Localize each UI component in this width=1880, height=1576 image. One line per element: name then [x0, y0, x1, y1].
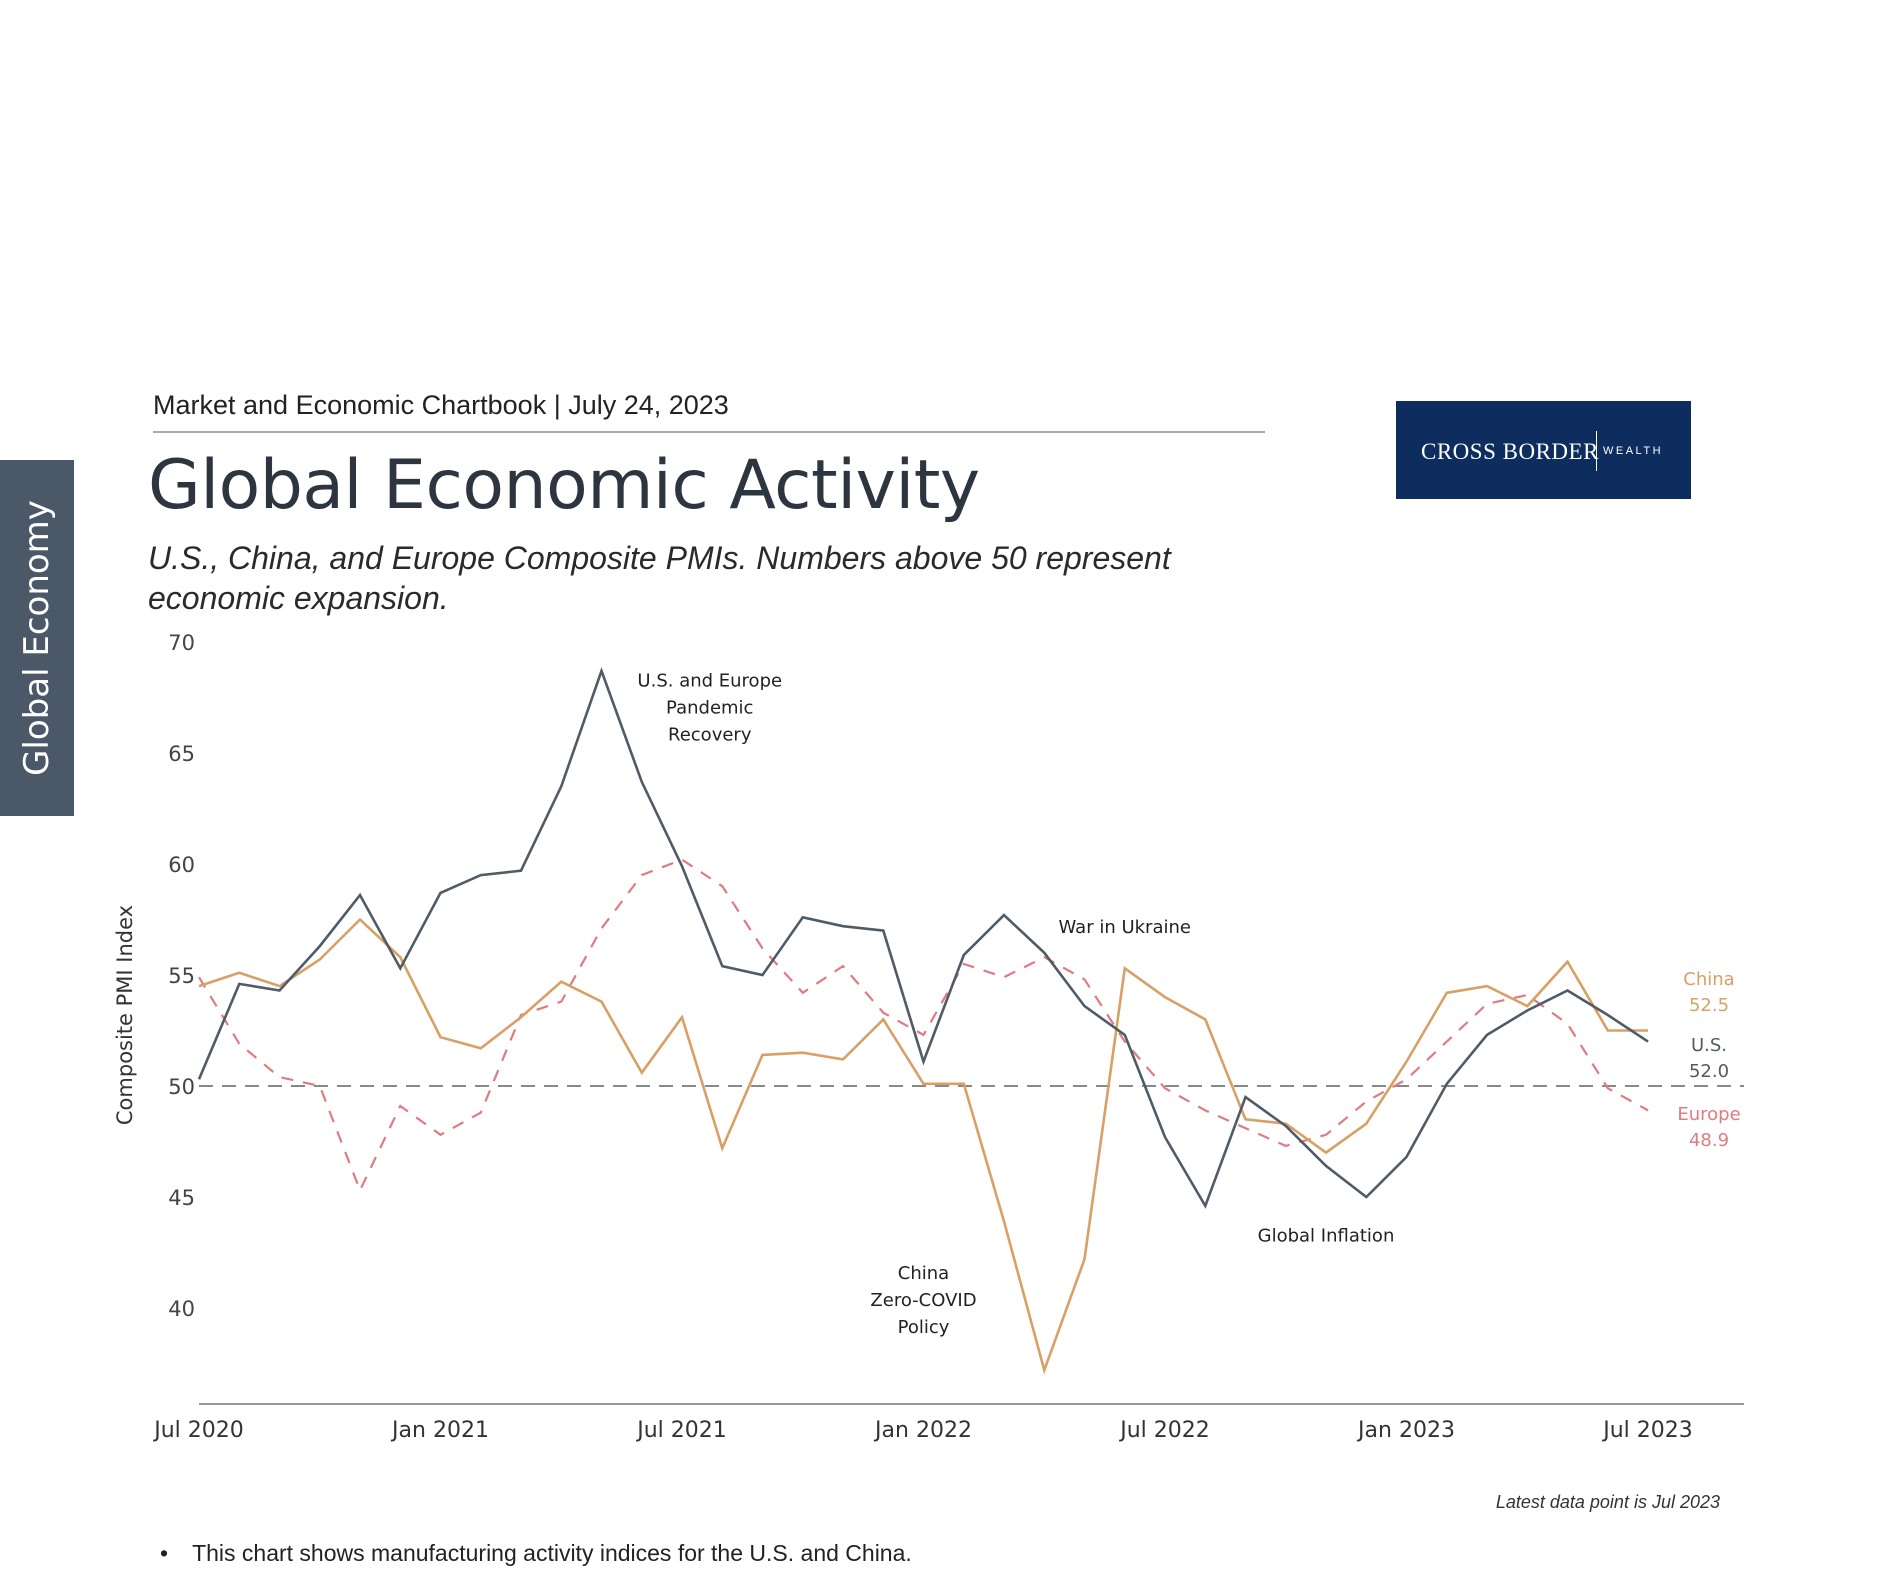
y-tick-label: 60: [168, 853, 195, 877]
y-tick-label: 65: [168, 742, 195, 766]
bullet-note: • This chart shows manufacturing activity…: [160, 1540, 912, 1567]
y-tick-label: 70: [168, 631, 195, 655]
end-label-value-us: 52.0: [1689, 1061, 1729, 1082]
y-tick-label: 55: [168, 964, 195, 988]
pmi-line-chart: Composite PMI Index 40 45 50 55 60 65 70 Jul 202…: [113, 631, 1744, 1443]
chart-annotation: U.S. and Europe: [637, 670, 782, 691]
y-tick-label: 40: [168, 1297, 195, 1321]
header-divider: [153, 431, 1265, 433]
x-tick-label: Jul 2022: [1118, 1418, 1210, 1443]
x-tick-label: Jan 2023: [1356, 1418, 1455, 1443]
end-label-name-europe: Europe: [1677, 1104, 1740, 1125]
logo-main-text: CROSS BORDER: [1421, 439, 1599, 464]
bullet-text: This chart shows manufacturing activity …: [192, 1540, 912, 1566]
y-axis-title: Composite PMI Index: [113, 905, 137, 1125]
chart-annotation: Global Inflation: [1258, 1225, 1395, 1246]
chartbook-header: Market and Economic Chartbook | July 24,…: [153, 390, 729, 420]
end-label-name-china: China: [1683, 969, 1734, 990]
x-tick-label: Jan 2021: [390, 1418, 489, 1443]
logo-sub-text: WEALTH: [1603, 445, 1664, 457]
chart-annotation: Pandemic: [666, 697, 753, 718]
page-subtitle: U.S., China, and Europe Composite PMIs. …: [148, 540, 1171, 616]
logo-divider: [1596, 431, 1597, 471]
chart-annotation: Zero-COVID: [870, 1290, 976, 1311]
bullet-dot: •: [160, 1540, 169, 1566]
chart-annotation: China: [898, 1263, 949, 1284]
series-line-china: [198, 917, 1648, 1375]
chart-annotation: Policy: [898, 1317, 950, 1338]
series-line-us: [197, 667, 1649, 1209]
y-tick-label: 45: [168, 1186, 195, 1210]
x-tick-label: Jul 2023: [1601, 1418, 1693, 1443]
end-label-value-europe: 48.9: [1689, 1130, 1729, 1151]
x-tick-label: Jan 2022: [873, 1418, 972, 1443]
chart-annotation: Recovery: [668, 724, 752, 745]
series-line-europe: [198, 858, 1649, 1194]
x-tick-label: Jul 2021: [635, 1418, 727, 1443]
y-tick-label: 50: [168, 1075, 195, 1099]
end-label-value-china: 52.5: [1689, 995, 1729, 1016]
section-tab: Global Economy: [0, 460, 74, 816]
data-footnote: Latest data point is Jul 2023: [1495, 1492, 1720, 1512]
company-logo: CROSS BORDER WEALTH: [1396, 401, 1691, 499]
chart-annotation: War in Ukraine: [1059, 917, 1191, 938]
end-label-name-us: U.S.: [1691, 1035, 1727, 1056]
x-tick-label: Jul 2020: [152, 1418, 244, 1443]
page-title: Global Economic Activity: [148, 446, 980, 525]
